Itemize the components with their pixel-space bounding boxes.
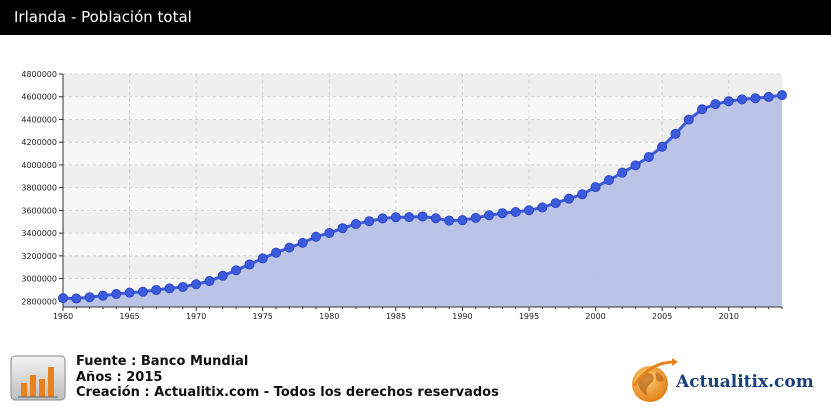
data-point[interactable] [177,281,188,292]
y-tick-label: 4400000 [21,115,57,124]
data-point[interactable] [470,212,481,223]
globe-logo-icon [632,358,678,402]
data-point[interactable] [537,202,548,213]
grid-band [63,142,782,165]
data-point[interactable] [284,242,295,253]
data-point[interactable] [390,212,401,223]
data-point[interactable] [124,287,135,298]
x-tick-label: 1965 [119,312,139,321]
grid-band [63,74,782,97]
data-point[interactable] [683,114,694,125]
data-point[interactable] [297,237,308,248]
y-tick-label: 4200000 [21,138,57,147]
data-point[interactable] [58,293,69,304]
data-point[interactable] [164,283,175,294]
source-text: Fuente : Banco Mundial [76,354,249,369]
bar-chart-icon [10,355,66,401]
data-point[interactable] [643,151,654,162]
data-point[interactable] [617,167,628,178]
data-point[interactable] [524,205,535,216]
data-point[interactable] [137,286,148,297]
data-point[interactable] [763,91,774,102]
x-tick-label: 1985 [386,312,406,321]
data-point[interactable] [484,210,495,221]
data-point[interactable] [364,216,375,227]
data-point[interactable] [444,215,455,226]
y-tick-label: 4600000 [21,93,57,102]
data-point[interactable] [231,265,242,276]
data-point[interactable] [710,99,721,110]
data-point[interactable] [324,228,335,239]
data-point[interactable] [550,198,561,209]
data-point[interactable] [404,212,415,223]
data-point[interactable] [497,208,508,219]
data-point[interactable] [377,213,388,224]
y-tick-label: 3600000 [21,206,57,215]
y-tick-label: 4800000 [21,70,57,79]
data-point[interactable] [603,175,614,186]
data-point[interactable] [350,219,361,230]
credit-text: Creación : Actualitix.com - Todos los de… [76,385,499,400]
data-point[interactable] [217,270,228,281]
data-point[interactable] [244,259,255,270]
y-tick-label: 3000000 [21,275,57,284]
data-point[interactable] [257,253,268,264]
x-tick-label: 1990 [452,312,472,321]
footer-info: Fuente : Banco Mundial Años : 2015 Creac… [76,354,499,401]
x-tick-label: 1970 [186,312,206,321]
data-point[interactable] [723,96,734,107]
x-tick-label: 1960 [53,312,73,321]
data-point[interactable] [204,276,215,287]
area-fill [63,95,782,307]
chart-title-bar: Irlanda - Población total [0,0,831,35]
data-point[interactable] [151,284,162,295]
grid-band [63,96,782,120]
y-tick-label: 3200000 [21,252,57,261]
data-point[interactable] [697,104,708,115]
data-point[interactable] [191,279,202,290]
data-point[interactable] [670,128,681,139]
x-tick-label: 2005 [652,312,672,321]
data-point[interactable] [563,193,574,204]
data-point[interactable] [737,94,748,105]
y-tick-label: 3800000 [21,184,57,193]
x-tick-label: 1995 [519,312,539,321]
y-tick-label: 3400000 [21,229,57,238]
population-chart: 2800000 3000000 3200000 3400000 3600000 38000… [21,70,788,321]
y-tick-label: 2800000 [21,297,57,306]
data-point[interactable] [630,160,641,171]
data-point[interactable] [71,293,82,304]
data-point[interactable] [590,182,601,193]
data-point[interactable] [337,223,348,234]
x-tick-label: 2010 [719,312,739,321]
x-tick-label: 2000 [585,312,605,321]
axes: 2800000 3000000 3200000 3400000 3600000 38000… [21,70,783,321]
year-text: Años : 2015 [76,369,163,385]
data-point[interactable] [84,292,95,303]
chart-title: Irlanda - Población total [14,8,192,26]
y-tick-label: 4000000 [21,161,57,170]
data-point[interactable] [750,93,761,104]
data-point[interactable] [417,211,428,222]
data-point[interactable] [271,247,282,258]
brand-name: Actualitix.com [676,372,814,392]
data-point[interactable] [310,231,321,242]
grid-band [63,119,782,143]
data-point[interactable] [111,289,122,300]
x-tick-label: 1975 [253,312,273,321]
data-point[interactable] [430,213,441,224]
data-point[interactable] [97,290,108,301]
data-point[interactable] [457,215,468,226]
series-points [58,90,788,304]
data-point[interactable] [777,90,788,101]
data-point[interactable] [657,141,668,152]
data-point[interactable] [510,206,521,217]
x-tick-label: 1980 [319,312,339,321]
data-point[interactable] [577,189,588,200]
